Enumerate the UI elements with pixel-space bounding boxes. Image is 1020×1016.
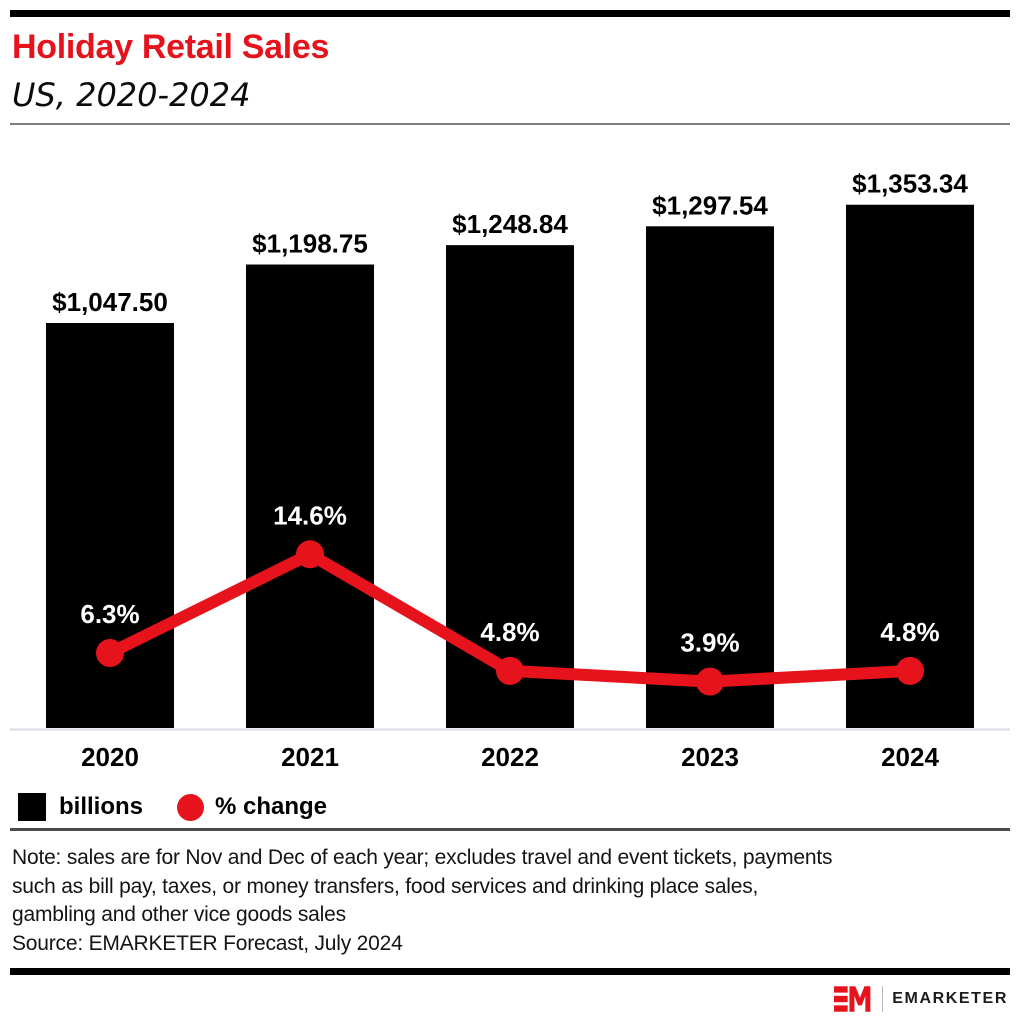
svg-text:$1,353.34: $1,353.34 bbox=[852, 169, 968, 199]
billions-swatch bbox=[18, 793, 46, 821]
logo-wordmark: EMARKETER bbox=[892, 990, 1008, 1007]
svg-text:2024: 2024 bbox=[881, 742, 939, 772]
note-line: Note: sales are for Nov and Dec of each … bbox=[12, 846, 833, 869]
svg-text:$1,198.75: $1,198.75 bbox=[252, 229, 368, 259]
chart-title: Holiday Retail Sales bbox=[12, 28, 330, 66]
legend-divider bbox=[10, 828, 1010, 831]
svg-text:$1,297.54: $1,297.54 bbox=[652, 190, 768, 220]
note-line: gambling and other vice goods sales bbox=[12, 903, 346, 926]
source-line: Source: EMARKETER Forecast, July 2024 bbox=[12, 931, 403, 955]
svg-text:$1,248.84: $1,248.84 bbox=[452, 209, 568, 239]
chart-subtitle: US, 2020-2024 bbox=[12, 76, 251, 114]
svg-text:2023: 2023 bbox=[681, 742, 739, 772]
svg-text:2022: 2022 bbox=[481, 742, 539, 772]
footer-rule bbox=[10, 968, 1010, 975]
percent-change-swatch bbox=[177, 793, 204, 821]
svg-text:3.9%: 3.9% bbox=[680, 628, 739, 658]
legend-label-percent-change: % change bbox=[215, 793, 328, 820]
bar-line-chart: $1,047.50 $1,198.75 $1,248.84 $1,297.54 $1,3… bbox=[10, 169, 1010, 772]
emarketer-logo-mark-icon bbox=[834, 986, 871, 1012]
svg-text:14.6%: 14.6% bbox=[273, 500, 347, 530]
note-line: such as bill pay, taxes, or money transf… bbox=[12, 874, 759, 898]
logo-divider bbox=[882, 986, 884, 1012]
top-border-rule bbox=[10, 10, 1010, 17]
footnote: Note: sales are for Nov and Dec of each … bbox=[12, 844, 832, 958]
svg-text:$1,047.50: $1,047.50 bbox=[52, 287, 168, 317]
svg-text:2020: 2020 bbox=[81, 742, 139, 772]
svg-text:4.8%: 4.8% bbox=[480, 617, 539, 647]
emarketer-logo: EMARKETER bbox=[834, 984, 1008, 1014]
svg-text:2021: 2021 bbox=[281, 742, 339, 772]
svg-text:6.3%: 6.3% bbox=[80, 599, 139, 629]
chart-legend: billions % change bbox=[18, 793, 327, 821]
header-divider bbox=[10, 123, 1010, 125]
legend-label-billions: billions bbox=[59, 793, 143, 820]
svg-text:4.8%: 4.8% bbox=[880, 617, 939, 647]
